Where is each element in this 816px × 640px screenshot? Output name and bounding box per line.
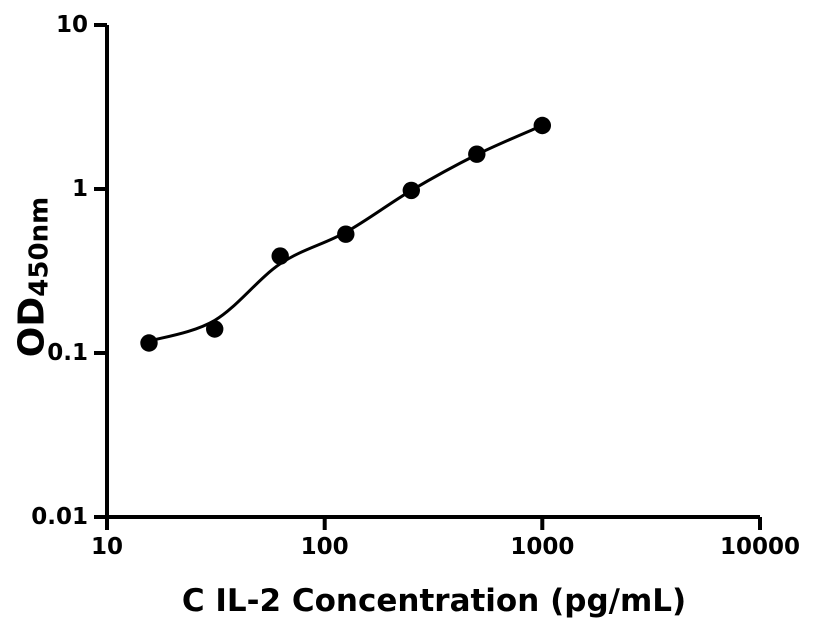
y-tick-label: 0.01 [31,504,88,530]
y-axis-title-main: OD [11,296,53,358]
data-point-marker [337,225,355,243]
data-point-marker [468,145,486,163]
x-tick-label: 100 [300,534,349,560]
data-point-marker [140,334,158,352]
x-tick-label: 10 [90,534,123,560]
axis-spines-and-ticks [94,23,762,530]
data-point-marker [206,320,224,338]
data-point-marker [271,247,289,265]
data-point-markers [140,116,551,352]
x-tick-label: 10000 [719,534,801,560]
data-point-marker [402,181,420,200]
y-axis-title: OD450nm [12,197,55,357]
data-point-marker [533,116,551,135]
y-tick-label: 1 [71,176,88,202]
axes [94,23,762,530]
x-axis-title: C IL-2 Concentration (pg/mL) [181,583,687,619]
y-axis-title-subscript: 450nm [24,196,55,297]
y-tick-label: 0.1 [47,340,88,366]
y-tick-label: 10 [55,12,88,38]
x-tick-label: 1000 [510,534,575,560]
